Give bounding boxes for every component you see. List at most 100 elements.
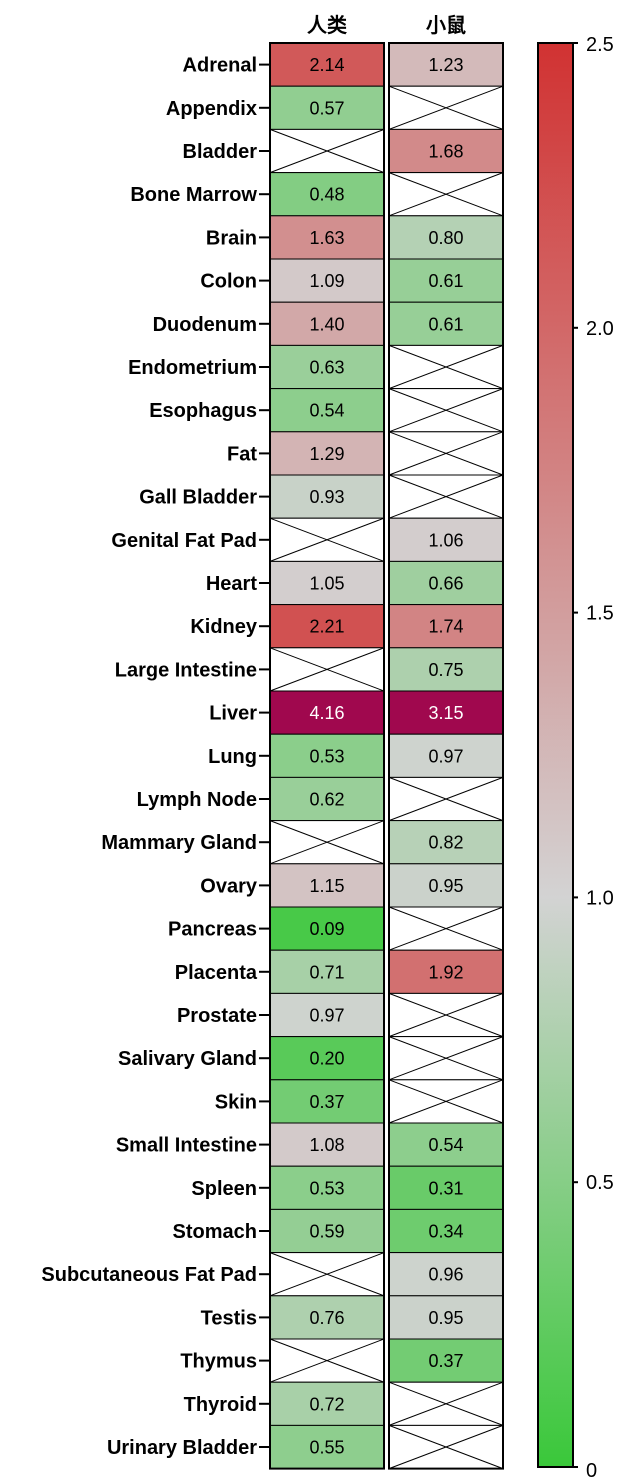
cell-value: 0.09 [309,919,344,939]
heatmap-cell [269,1165,385,1210]
row-label: Genital Fat Pad [111,530,257,552]
missing-cross [388,344,504,390]
heatmap-cell [269,1424,385,1470]
cell-value: 1.06 [428,530,463,550]
heatmap-cell [269,776,385,822]
row-label: Stomach [173,1221,257,1243]
cell-value: 0.72 [309,1394,344,1414]
heatmap-cell [388,604,504,649]
cell-value: 0.97 [309,1006,344,1026]
heatmap-cell [388,1208,504,1254]
cell-value: 0.63 [309,358,344,378]
cell-value: 0.37 [309,1092,344,1112]
row-label: Lymph Node [137,789,257,811]
missing-cross [269,1338,385,1383]
row-label: Gall Bladder [139,487,257,509]
cell-value: 0.61 [428,271,463,291]
missing-cross [388,85,504,130]
cell-value: 1.74 [428,617,463,637]
cell-value: 0.95 [428,876,463,896]
column-headers: 人类 小鼠 [307,13,466,37]
cell-value: 0.48 [309,185,344,205]
cell-value: 0.95 [428,1308,463,1328]
column-frame [388,42,504,1470]
cell-value: 0.59 [309,1222,344,1242]
missing-cross [388,1381,504,1426]
cell-value: 0.54 [309,401,344,421]
row-label: Urinary Bladder [107,1437,257,1459]
column-header-1: 小鼠 [426,13,466,37]
row-label: Skin [215,1091,257,1113]
row-label: Liver [209,703,257,725]
heatmap-cell [269,42,385,87]
heatmap-cell [388,1295,504,1340]
cell-value: 0.55 [309,1438,344,1458]
heatmap-cell [388,258,504,303]
cell-value: 1.63 [309,228,344,248]
row-label: Pancreas [168,919,257,941]
cell-value: 0.53 [309,746,344,766]
cell-value: 1.08 [309,1135,344,1155]
colorbar-tick-label: 2.0 [586,318,614,340]
row-label: Mammary Gland [101,832,257,854]
missing-cross [388,1036,504,1081]
column-frames [269,42,504,1470]
column-frame [269,42,385,1470]
row-label: Appendix [166,98,257,120]
row-label: Salivary Gland [118,1048,257,1070]
colorbar-tick-label: 1.0 [586,887,614,909]
row-label: Placenta [175,962,258,984]
missing-cross [388,1424,504,1470]
row-label: Esophagus [149,400,257,422]
heatmap-cell [269,431,385,476]
heatmap-cell [388,1252,504,1297]
row-label: Adrenal [183,55,257,77]
missing-cross [388,992,504,1038]
heatmap-cell [388,215,504,260]
missing-cross [388,906,504,951]
heatmap-cell [269,258,385,303]
row-label: Bone Marrow [130,184,257,206]
heatmap-cell [269,388,385,433]
heatmap-cell [269,690,385,735]
cell-value: 0.37 [428,1351,463,1371]
heatmap-cell [269,1079,385,1124]
row-labels: Adrenal Appendix Bladder Bone Marrow Brain Co… [41,55,269,1459]
missing-cross [269,647,385,692]
cell-value: 0.93 [309,487,344,507]
row-label: Thymus [180,1351,257,1373]
cell-value: 1.15 [309,876,344,896]
heatmap-cells: 2.14 1.23 0.57 1.68 0.48 1.63 0.80 1.09 0.61 1.40… [269,42,504,1470]
missing-cross [269,128,385,174]
heatmap-cell [388,301,504,346]
cell-value: 0.34 [428,1222,463,1242]
column-header-0: 人类 [307,13,347,37]
row-label: Bladder [183,141,258,163]
cell-value: 0.96 [428,1265,463,1285]
cell-value: 0.20 [309,1049,344,1069]
cell-value: 0.66 [428,574,463,594]
row-label: Kidney [190,616,258,638]
row-label: Large Intestine [115,659,257,681]
cell-value: 1.29 [309,444,344,464]
cell-value: 1.68 [428,142,463,162]
cell-value: 0.71 [309,962,344,982]
row-label: Subcutaneous Fat Pad [41,1264,257,1286]
cell-value: 2.14 [309,55,344,75]
colorbar-gradient [537,42,574,1468]
cell-value: 0.97 [428,746,463,766]
cell-value: 2.21 [309,617,344,637]
cell-value: 1.23 [428,55,463,75]
heatmap-cell [388,690,504,735]
missing-cross [388,776,504,822]
missing-cross [388,431,504,476]
colorbar-tick-label: 0.5 [586,1172,614,1194]
row-label: Heart [206,573,257,595]
heatmap-cell [388,1338,504,1383]
row-label: Lung [208,746,257,768]
heatmap-cell [269,949,385,994]
missing-cross [269,820,385,865]
heatmap-cell [269,85,385,130]
cell-value: 0.62 [309,790,344,810]
